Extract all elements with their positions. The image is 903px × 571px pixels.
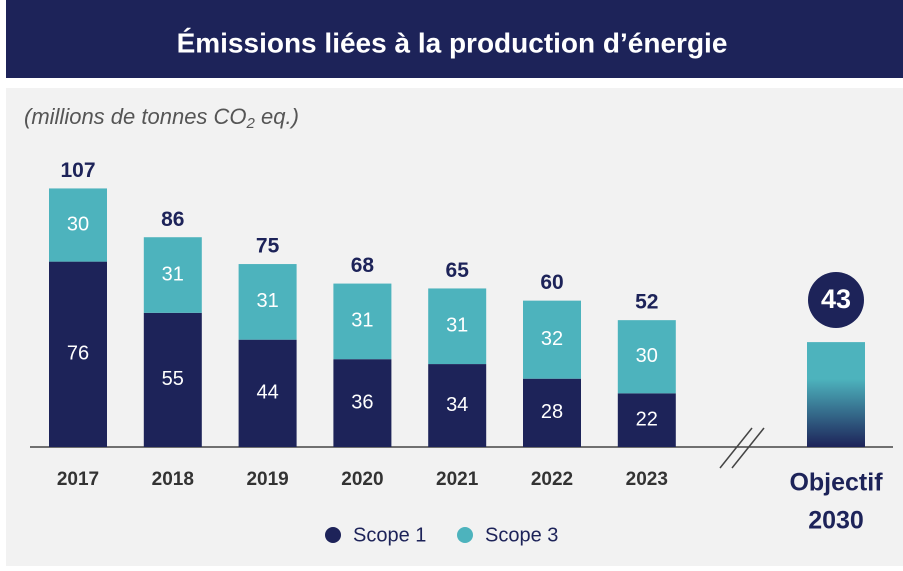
bar-segment bbox=[49, 261, 107, 447]
segment-label: 31 bbox=[256, 290, 278, 312]
segment-label: 36 bbox=[351, 391, 373, 413]
segment-label: 28 bbox=[541, 401, 563, 423]
x-tick-label: 2020 bbox=[341, 469, 383, 490]
segment-label: 30 bbox=[636, 345, 658, 367]
legend-label: Scope 3 bbox=[485, 524, 558, 546]
target-category: Objectif bbox=[789, 469, 883, 497]
segment-label: 34 bbox=[446, 394, 468, 416]
bar-segment bbox=[617, 393, 676, 447]
legend-label: Scope 1 bbox=[353, 524, 426, 546]
bar-segment bbox=[617, 320, 676, 394]
subtitle-sub: 2 bbox=[246, 115, 256, 132]
total-label: 68 bbox=[351, 254, 375, 277]
segment-label: 31 bbox=[351, 310, 373, 332]
total-label: 107 bbox=[60, 159, 95, 182]
x-tick-label: 2018 bbox=[152, 469, 194, 490]
x-tick-label: 2022 bbox=[531, 469, 573, 490]
total-label: 52 bbox=[635, 291, 658, 314]
target-category: 2030 bbox=[808, 507, 864, 535]
x-tick-label: 2021 bbox=[436, 469, 479, 490]
x-tick-label: 2019 bbox=[246, 469, 288, 490]
total-label: 75 bbox=[256, 235, 280, 258]
segment-label: 44 bbox=[256, 382, 278, 404]
bar-segment bbox=[523, 378, 581, 447]
total-label: 65 bbox=[446, 259, 470, 282]
legend-swatch bbox=[457, 527, 473, 543]
segment-label: 31 bbox=[162, 263, 184, 285]
title-bar bbox=[6, 0, 903, 78]
bar-segment bbox=[238, 339, 297, 447]
bar-segment bbox=[49, 188, 107, 262]
bar-segment bbox=[428, 288, 487, 365]
x-tick-label: 2023 bbox=[626, 469, 668, 490]
bar-segment bbox=[238, 264, 297, 340]
bar-segment bbox=[333, 359, 392, 447]
segment-label: 31 bbox=[446, 315, 468, 337]
bar-segment bbox=[143, 237, 202, 313]
segment-label: 30 bbox=[67, 213, 89, 235]
legend-swatch bbox=[325, 527, 341, 543]
segment-label: 32 bbox=[541, 328, 563, 350]
segment-label: 22 bbox=[636, 408, 658, 430]
axis-break bbox=[731, 427, 765, 469]
x-tick-label: 2017 bbox=[57, 469, 99, 490]
bar-segment bbox=[143, 312, 202, 447]
subtitle: (millions de tonnes CO2 eq.) bbox=[24, 104, 299, 132]
bar-segment bbox=[523, 300, 581, 379]
total-label: 86 bbox=[161, 208, 184, 231]
chart-title: Émissions liées à la production d’énergi… bbox=[177, 27, 728, 58]
target-badge bbox=[808, 272, 864, 328]
segment-label: 76 bbox=[67, 343, 89, 365]
subtitle-part: (millions de tonnes CO bbox=[24, 104, 247, 129]
total-label: 60 bbox=[540, 271, 563, 294]
target-label: 43 bbox=[821, 284, 851, 314]
bar-segment bbox=[428, 364, 487, 447]
bar-segment bbox=[333, 283, 392, 360]
axis-break bbox=[719, 427, 753, 469]
subtitle-part: eq.) bbox=[255, 104, 299, 129]
target-bar bbox=[807, 342, 865, 447]
segment-label: 55 bbox=[162, 368, 184, 390]
